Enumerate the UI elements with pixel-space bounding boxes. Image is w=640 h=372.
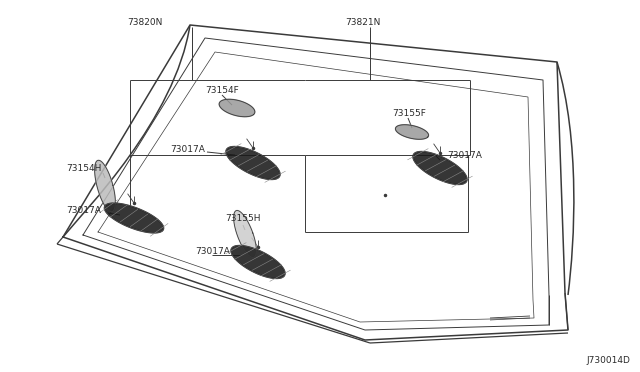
Polygon shape — [231, 246, 285, 279]
Polygon shape — [396, 125, 429, 139]
Polygon shape — [95, 160, 115, 212]
Polygon shape — [226, 147, 280, 179]
Text: 73017A: 73017A — [170, 144, 205, 154]
Polygon shape — [413, 151, 467, 185]
Text: 73017A: 73017A — [195, 247, 230, 257]
Text: 73017A: 73017A — [66, 205, 101, 215]
Text: 73155F: 73155F — [392, 109, 426, 118]
Text: J730014D: J730014D — [586, 356, 630, 365]
Text: 73154F: 73154F — [205, 86, 239, 94]
Text: 73155H: 73155H — [225, 214, 260, 222]
Text: 73820N: 73820N — [127, 17, 163, 26]
Text: 73017A: 73017A — [447, 151, 482, 160]
Polygon shape — [219, 99, 255, 117]
Polygon shape — [234, 211, 257, 257]
Text: 73154H: 73154H — [66, 164, 101, 173]
Polygon shape — [104, 203, 164, 233]
Text: 73821N: 73821N — [345, 17, 380, 26]
